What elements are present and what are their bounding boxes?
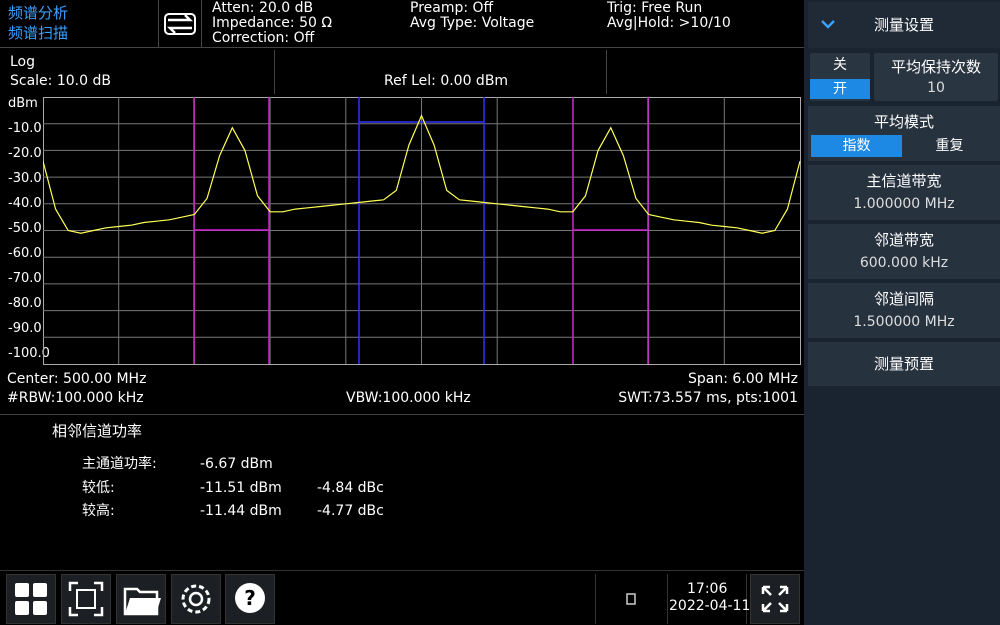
preset[interactable]: 测量预置 xyxy=(808,342,1000,386)
label: 平均模式 xyxy=(873,113,934,131)
relative: -4.77 dBc xyxy=(317,503,384,519)
label: 邻道间隔 xyxy=(873,290,934,308)
power: -11.51 dBm xyxy=(200,480,282,496)
y-label: -20.0 xyxy=(8,146,42,161)
menu-title: 测量设置 xyxy=(873,16,934,34)
option[interactable]: 指数 xyxy=(811,135,902,157)
status: Impedance: 50 Ω xyxy=(212,15,333,31)
value: 10 xyxy=(927,80,945,96)
y-label: -30.0 xyxy=(8,171,42,186)
adj-bw[interactable]: 邻道带宽 600.000 kHz xyxy=(808,224,1000,279)
status: Avg|Hold: >10/10 xyxy=(607,15,731,31)
y-label: -50.0 xyxy=(8,221,42,236)
trace xyxy=(43,114,801,234)
status: Avg Type: Voltage xyxy=(410,15,535,31)
avg-count[interactable]: 平均保持次数 10 xyxy=(874,53,998,101)
vbw: VBW:100.000 kHz xyxy=(346,390,471,406)
mode[interactable]: 频谱分析 xyxy=(8,4,69,22)
y-label: dBm xyxy=(8,96,38,111)
ref-level: Ref Lel: 0.00 dBm xyxy=(384,73,509,89)
status: Preamp: Off xyxy=(410,0,494,16)
span: Span: 6.00 MHz xyxy=(688,371,798,387)
status: Trig: Free Run xyxy=(607,0,703,16)
results-title: 相邻信道功率 xyxy=(52,422,143,440)
label: 主通道功率: xyxy=(82,456,157,472)
power: -11.44 dBm xyxy=(200,503,282,519)
y-label: -60.0 xyxy=(8,246,42,261)
status: Atten: 20.0 dB xyxy=(212,0,314,16)
label: 较低: xyxy=(82,480,115,496)
plot xyxy=(43,97,801,365)
scale-type: Log xyxy=(10,54,36,70)
main-bw[interactable]: 主信道带宽 1.000000 MHz xyxy=(808,165,1000,220)
off: 关 xyxy=(833,57,847,73)
avg-mode[interactable]: 平均模式 指数 重复 xyxy=(808,106,1000,161)
time: 17:06 xyxy=(687,581,728,597)
fullscreen-button[interactable] xyxy=(750,574,800,624)
label: 主信道带宽 xyxy=(866,172,942,190)
submode[interactable]: 频谱扫描 xyxy=(8,24,69,42)
y-label: -100.0 xyxy=(8,346,50,361)
menu-header[interactable]: 测量设置 xyxy=(808,2,1000,48)
label: 测量预置 xyxy=(873,355,934,373)
screenshot-button[interactable] xyxy=(61,574,111,624)
power: -6.67 dBm xyxy=(200,456,273,472)
y-label: -40.0 xyxy=(8,196,42,211)
toggle[interactable]: 关 开 xyxy=(810,53,870,101)
home-button[interactable] xyxy=(6,574,56,624)
value: 1.000000 MHz xyxy=(853,196,955,212)
help-button[interactable]: ? xyxy=(225,574,275,624)
y-label: -90.0 xyxy=(8,321,42,336)
adj-spacing[interactable]: 邻道间隔 1.500000 MHz xyxy=(808,283,1000,338)
relative: -4.84 dBc xyxy=(317,480,384,496)
y-label: -80.0 xyxy=(8,296,42,311)
y-label: -70.0 xyxy=(8,271,42,286)
date: 2022-04-11 xyxy=(669,598,751,614)
swt: SWT:73.557 ms, pts:1001 xyxy=(618,390,798,406)
svg-text:?: ? xyxy=(244,586,256,610)
status: Correction: Off xyxy=(212,30,315,46)
on: 开 xyxy=(810,79,870,99)
center: Center: 500.00 MHz xyxy=(7,371,147,387)
label: 邻道带宽 xyxy=(873,231,934,249)
files-button[interactable] xyxy=(116,574,166,624)
rbw: #RBW:100.000 kHz xyxy=(7,390,144,406)
y-label: -10.0 xyxy=(8,121,42,136)
value: 600.000 kHz xyxy=(859,255,949,271)
option[interactable]: 重复 xyxy=(935,138,964,154)
settings-button[interactable] xyxy=(171,574,221,624)
label: 较高: xyxy=(82,503,115,519)
scale: Scale: 10.0 dB xyxy=(10,73,111,89)
sweep-icon[interactable] xyxy=(160,6,200,42)
value: 1.500000 MHz xyxy=(853,314,955,330)
label: 平均保持次数 xyxy=(890,58,981,76)
